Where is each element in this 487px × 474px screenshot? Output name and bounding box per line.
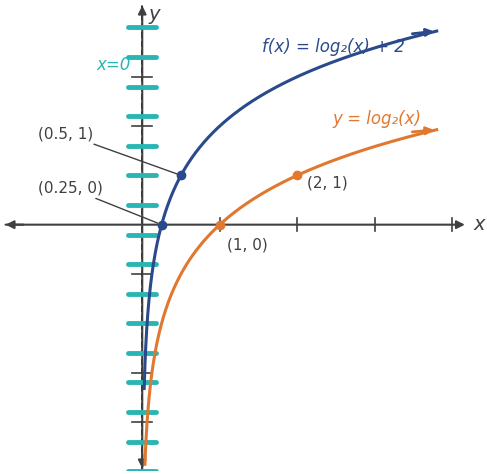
Text: y = log₂(x): y = log₂(x)	[332, 109, 421, 128]
Text: x=0: x=0	[96, 56, 131, 74]
Text: (1, 0): (1, 0)	[227, 237, 268, 252]
Text: (0.25, 0): (0.25, 0)	[37, 181, 158, 223]
Text: (0.5, 1): (0.5, 1)	[37, 127, 177, 174]
Text: y: y	[149, 5, 160, 24]
Text: f(x) = log₂(x) + 2: f(x) = log₂(x) + 2	[262, 38, 405, 56]
Text: (2, 1): (2, 1)	[306, 176, 347, 191]
Text: x: x	[474, 215, 486, 234]
